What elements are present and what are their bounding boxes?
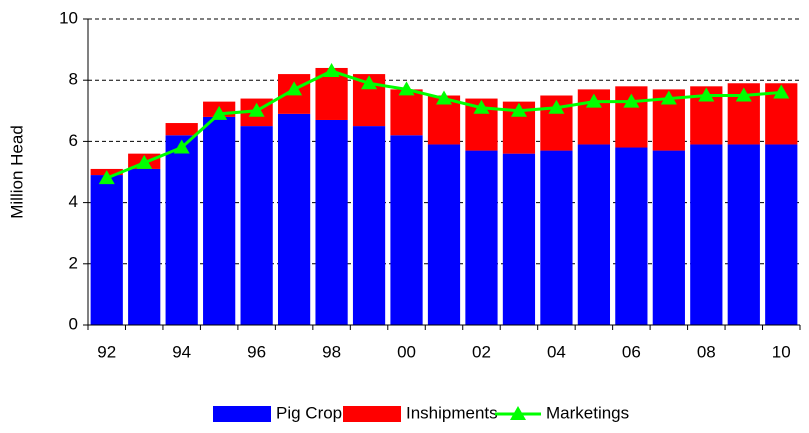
y-tick-label: 0	[69, 314, 78, 333]
x-tick-label: 94	[172, 342, 191, 361]
marker	[623, 93, 640, 108]
x-tick-label: 98	[322, 342, 341, 361]
legend-label: Inshipments	[406, 403, 498, 422]
marker	[286, 81, 303, 96]
marker	[136, 154, 153, 169]
x-tick-label: 92	[97, 342, 116, 361]
bar	[765, 144, 798, 325]
bar	[352, 126, 386, 325]
marker	[773, 84, 790, 99]
y-tick-label: 4	[69, 192, 78, 211]
marker	[735, 87, 752, 102]
bar	[390, 89, 423, 136]
x-tick-label: 06	[622, 342, 641, 361]
bar	[315, 119, 348, 325]
bar	[277, 113, 311, 325]
marker	[98, 170, 115, 185]
y-axis-label: Million Head	[7, 125, 26, 219]
marker	[323, 63, 340, 78]
marker	[473, 99, 490, 114]
x-tick-label: 02	[472, 342, 491, 361]
marker	[660, 90, 677, 105]
marker	[173, 139, 190, 154]
bar	[577, 144, 611, 325]
bar	[465, 150, 498, 325]
bar	[165, 135, 198, 325]
marker	[361, 75, 378, 90]
bar	[90, 175, 123, 325]
bar	[128, 168, 161, 325]
bar	[690, 144, 723, 325]
bar	[165, 123, 198, 136]
bar	[652, 150, 685, 325]
y-tick-label: 2	[69, 253, 78, 272]
bar	[615, 147, 648, 325]
marker	[398, 81, 415, 96]
bar	[240, 126, 273, 325]
bar	[427, 144, 461, 325]
bar	[203, 116, 236, 325]
x-tick-label: 96	[247, 342, 266, 361]
y-tick-label: 10	[59, 8, 78, 27]
bar	[540, 150, 573, 325]
legend-marker	[510, 406, 526, 420]
x-tick-label: 08	[697, 342, 716, 361]
marker	[585, 93, 602, 108]
y-tick-label: 8	[69, 70, 78, 89]
x-tick-label: 04	[547, 342, 566, 361]
marker	[698, 87, 715, 102]
legend-label: Pig Crop	[276, 403, 342, 422]
legend-swatch	[213, 406, 271, 422]
y-tick-label: 6	[69, 131, 78, 150]
marker	[211, 105, 228, 120]
bar	[502, 153, 536, 325]
marker	[248, 102, 265, 117]
x-tick-label: 10	[772, 342, 791, 361]
marker	[548, 99, 565, 114]
x-tick-label: 00	[397, 342, 416, 361]
bar	[390, 135, 423, 325]
bar	[727, 144, 760, 325]
marker	[436, 90, 452, 105]
marker	[510, 102, 527, 117]
legend-swatch	[343, 406, 401, 422]
legend-label: Marketings	[546, 403, 629, 422]
